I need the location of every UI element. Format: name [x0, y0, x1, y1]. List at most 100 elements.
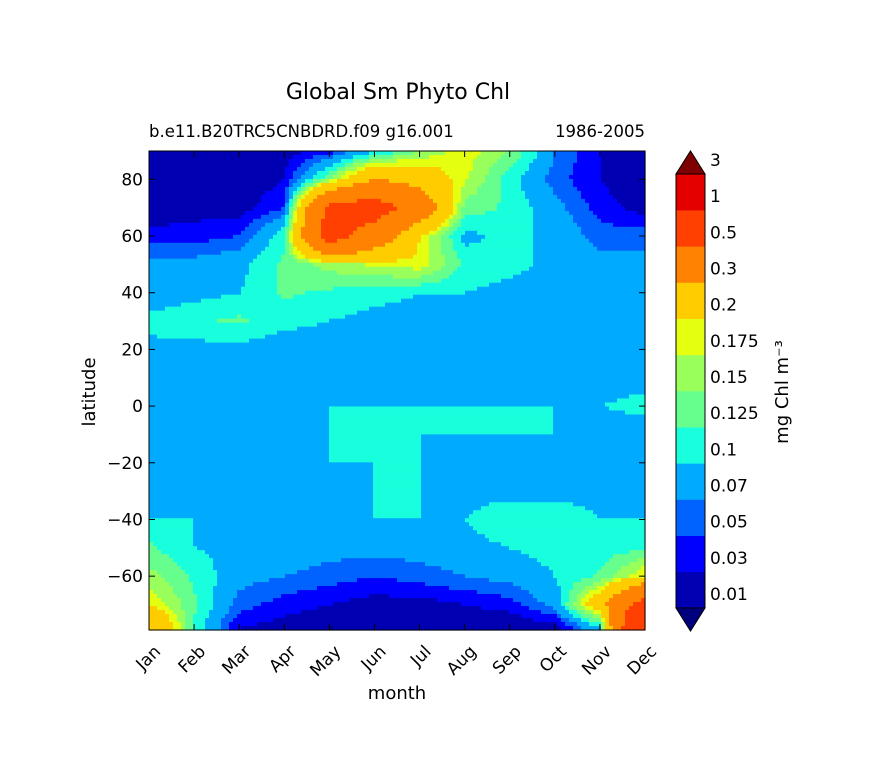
heatmap-cell: [385, 274, 390, 280]
heatmap-cell: [205, 282, 210, 288]
heatmap-cell: [353, 290, 358, 296]
heatmap-cell: [177, 158, 182, 164]
heatmap-cell: [305, 158, 310, 164]
heatmap-cell: [573, 234, 578, 240]
heatmap-cell: [425, 218, 430, 224]
heatmap-cell: [641, 174, 646, 180]
heatmap-cell: [217, 258, 222, 264]
heatmap-cell: [629, 194, 634, 200]
heatmap-cell: [481, 162, 486, 168]
heatmap-cell: [249, 294, 254, 300]
heatmap-cell: [249, 278, 254, 284]
heatmap-cell: [325, 290, 330, 296]
heatmap-cell: [265, 202, 270, 208]
heatmap-cell: [377, 214, 382, 220]
heatmap-cell: [641, 218, 646, 224]
heatmap-cell: [509, 234, 514, 240]
heatmap-cell: [329, 158, 334, 164]
heatmap-cell: [637, 151, 642, 156]
heatmap-cell: [269, 174, 274, 180]
heatmap-cell: [545, 166, 550, 172]
heatmap-cell: [513, 190, 518, 196]
heatmap-cell: [297, 266, 302, 272]
heatmap-cell: [261, 290, 266, 296]
heatmap-cell: [153, 278, 158, 284]
heatmap-cell: [593, 210, 598, 216]
heatmap-cell: [369, 166, 374, 172]
heatmap-cell: [293, 298, 298, 304]
heatmap-cell: [305, 214, 310, 220]
heatmap-cell: [433, 242, 438, 248]
heatmap-cell: [489, 218, 494, 224]
heatmap-cell: [437, 151, 442, 156]
heatmap-cell: [329, 302, 334, 308]
heatmap-cell: [285, 158, 290, 164]
heatmap-cell: [213, 194, 218, 200]
heatmap-cell: [149, 250, 154, 256]
heatmap-cell: [593, 206, 598, 212]
heatmap-cell: [225, 206, 230, 212]
heatmap-cell: [565, 282, 570, 288]
heatmap-cell: [257, 298, 262, 304]
heatmap-cell: [253, 278, 258, 284]
heatmap-cell: [193, 306, 198, 312]
heatmap-cell: [589, 174, 594, 180]
heatmap-cell: [469, 186, 474, 192]
heatmap-cell: [261, 254, 266, 260]
heatmap-cell: [457, 282, 462, 288]
heatmap-cell: [405, 178, 410, 184]
heatmap-cell: [561, 250, 566, 256]
heatmap-cell: [449, 286, 454, 292]
heatmap-cell: [257, 186, 262, 192]
heatmap-cell: [193, 278, 198, 284]
heatmap-cell: [257, 151, 262, 156]
heatmap-cell: [337, 230, 342, 236]
heatmap-cell: [377, 166, 382, 172]
heatmap-cell: [149, 186, 154, 192]
heatmap-cell: [241, 170, 246, 176]
heatmap-cell: [633, 186, 638, 192]
heatmap-cell: [297, 174, 302, 180]
heatmap-cell: [401, 302, 406, 308]
heatmap-cell: [521, 286, 526, 292]
heatmap-cell: [613, 278, 618, 284]
heatmap-cell: [249, 246, 254, 252]
heatmap-cell: [573, 158, 578, 164]
heatmap-cell: [529, 278, 534, 284]
heatmap-cell: [509, 270, 514, 276]
heatmap-cell: [601, 186, 606, 192]
heatmap-cell: [309, 151, 314, 156]
heatmap-cell: [393, 250, 398, 256]
heatmap-cell: [461, 170, 466, 176]
heatmap-cell: [253, 302, 258, 308]
heatmap-cell: [249, 234, 254, 240]
heatmap-cell: [209, 294, 214, 300]
heatmap-cell: [633, 294, 638, 300]
heatmap-cell: [225, 210, 230, 216]
heatmap-cell: [605, 222, 610, 228]
heatmap-cell: [469, 198, 474, 204]
heatmap-cell: [561, 286, 566, 292]
heatmap-cell: [297, 206, 302, 212]
heatmap-cell: [217, 182, 222, 188]
heatmap-cell: [257, 158, 262, 164]
heatmap-cell: [173, 151, 178, 156]
heatmap-cell: [289, 162, 294, 168]
heatmap-cell: [405, 274, 410, 280]
heatmap-cell: [433, 230, 438, 236]
heatmap-cell: [433, 158, 438, 164]
heatmap-cell: [265, 278, 270, 284]
heatmap-cell: [625, 214, 630, 220]
heatmap-cell: [561, 270, 566, 276]
heatmap-cell: [169, 210, 174, 216]
heatmap-cell: [241, 166, 246, 172]
heatmap-cell: [637, 278, 642, 284]
heatmap-cell: [437, 302, 442, 308]
heatmap-cell: [281, 238, 286, 244]
heatmap-cell: [577, 226, 582, 232]
heatmap-cell: [429, 174, 434, 180]
heatmap-cell: [401, 178, 406, 184]
heatmap-cell: [289, 270, 294, 276]
heatmap-cell: [537, 158, 542, 164]
heatmap-cell: [497, 210, 502, 216]
